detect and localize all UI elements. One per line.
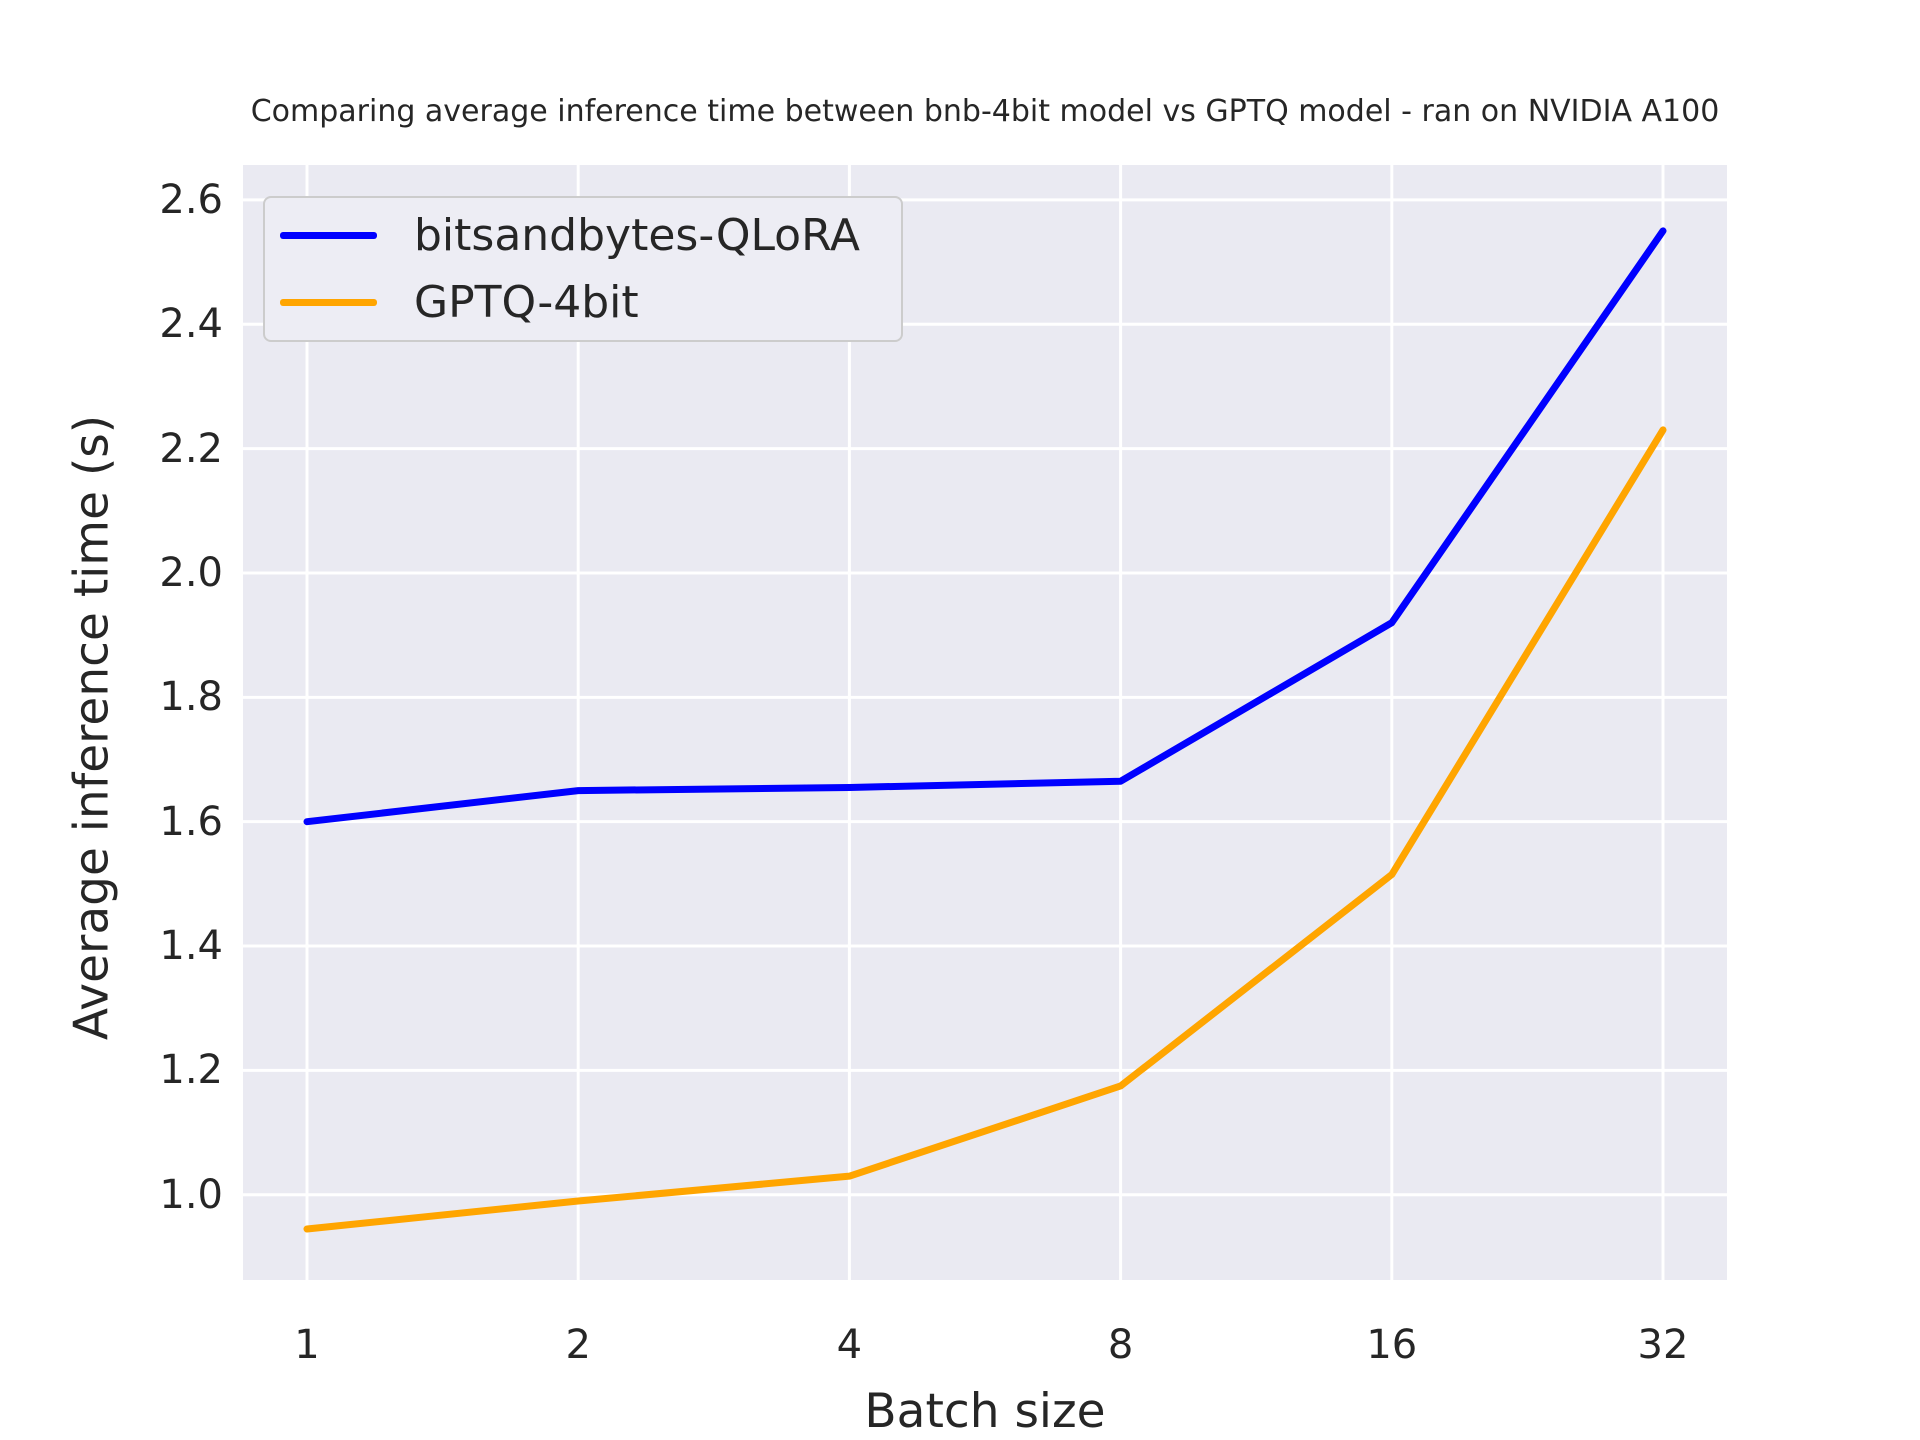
x-axis-label: Batch size <box>864 1384 1106 1439</box>
y-tick-label: 1.2 <box>159 1047 223 1094</box>
legend-item: GPTQ-4bit <box>265 277 901 328</box>
legend-label: bitsandbytes-QLoRA <box>414 210 860 261</box>
y-tick-label: 2.2 <box>159 425 223 472</box>
series-line-GPTQ-4bit <box>303 426 1667 1233</box>
x-tick-label: 1 <box>294 1322 320 1368</box>
plot-area: bitsandbytes-QLoRA GPTQ-4bit <box>243 165 1727 1280</box>
x-tick-label: 2 <box>565 1322 591 1368</box>
legend-label: GPTQ-4bit <box>414 277 639 328</box>
legend-item: bitsandbytes-QLoRA <box>265 210 901 261</box>
y-tick-label: 1.6 <box>159 798 223 845</box>
legend-line-swatch <box>280 232 377 239</box>
x-tick-label: 16 <box>1366 1322 1418 1368</box>
x-tick-label: 8 <box>1107 1322 1134 1368</box>
chart-canvas <box>243 165 1727 1280</box>
y-tick-label: 1.0 <box>159 1171 223 1218</box>
y-tick-label: 2.0 <box>159 549 223 596</box>
y-axis-label: Average inference time (s) <box>64 414 120 1041</box>
x-tick-label: 4 <box>836 1322 863 1368</box>
x-tick-label: 32 <box>1637 1322 1689 1368</box>
legend-line-swatch <box>280 299 377 306</box>
y-tick-label: 2.4 <box>159 301 223 348</box>
y-tick-label: 2.6 <box>159 176 223 223</box>
series-line-bitsandbytes-QLoRA <box>303 227 1667 826</box>
y-tick-label: 1.4 <box>159 923 223 970</box>
y-tick-label: 1.8 <box>159 674 223 721</box>
chart-title: Comparing average inference time between… <box>250 94 1720 129</box>
legend: bitsandbytes-QLoRA GPTQ-4bit <box>263 196 903 342</box>
